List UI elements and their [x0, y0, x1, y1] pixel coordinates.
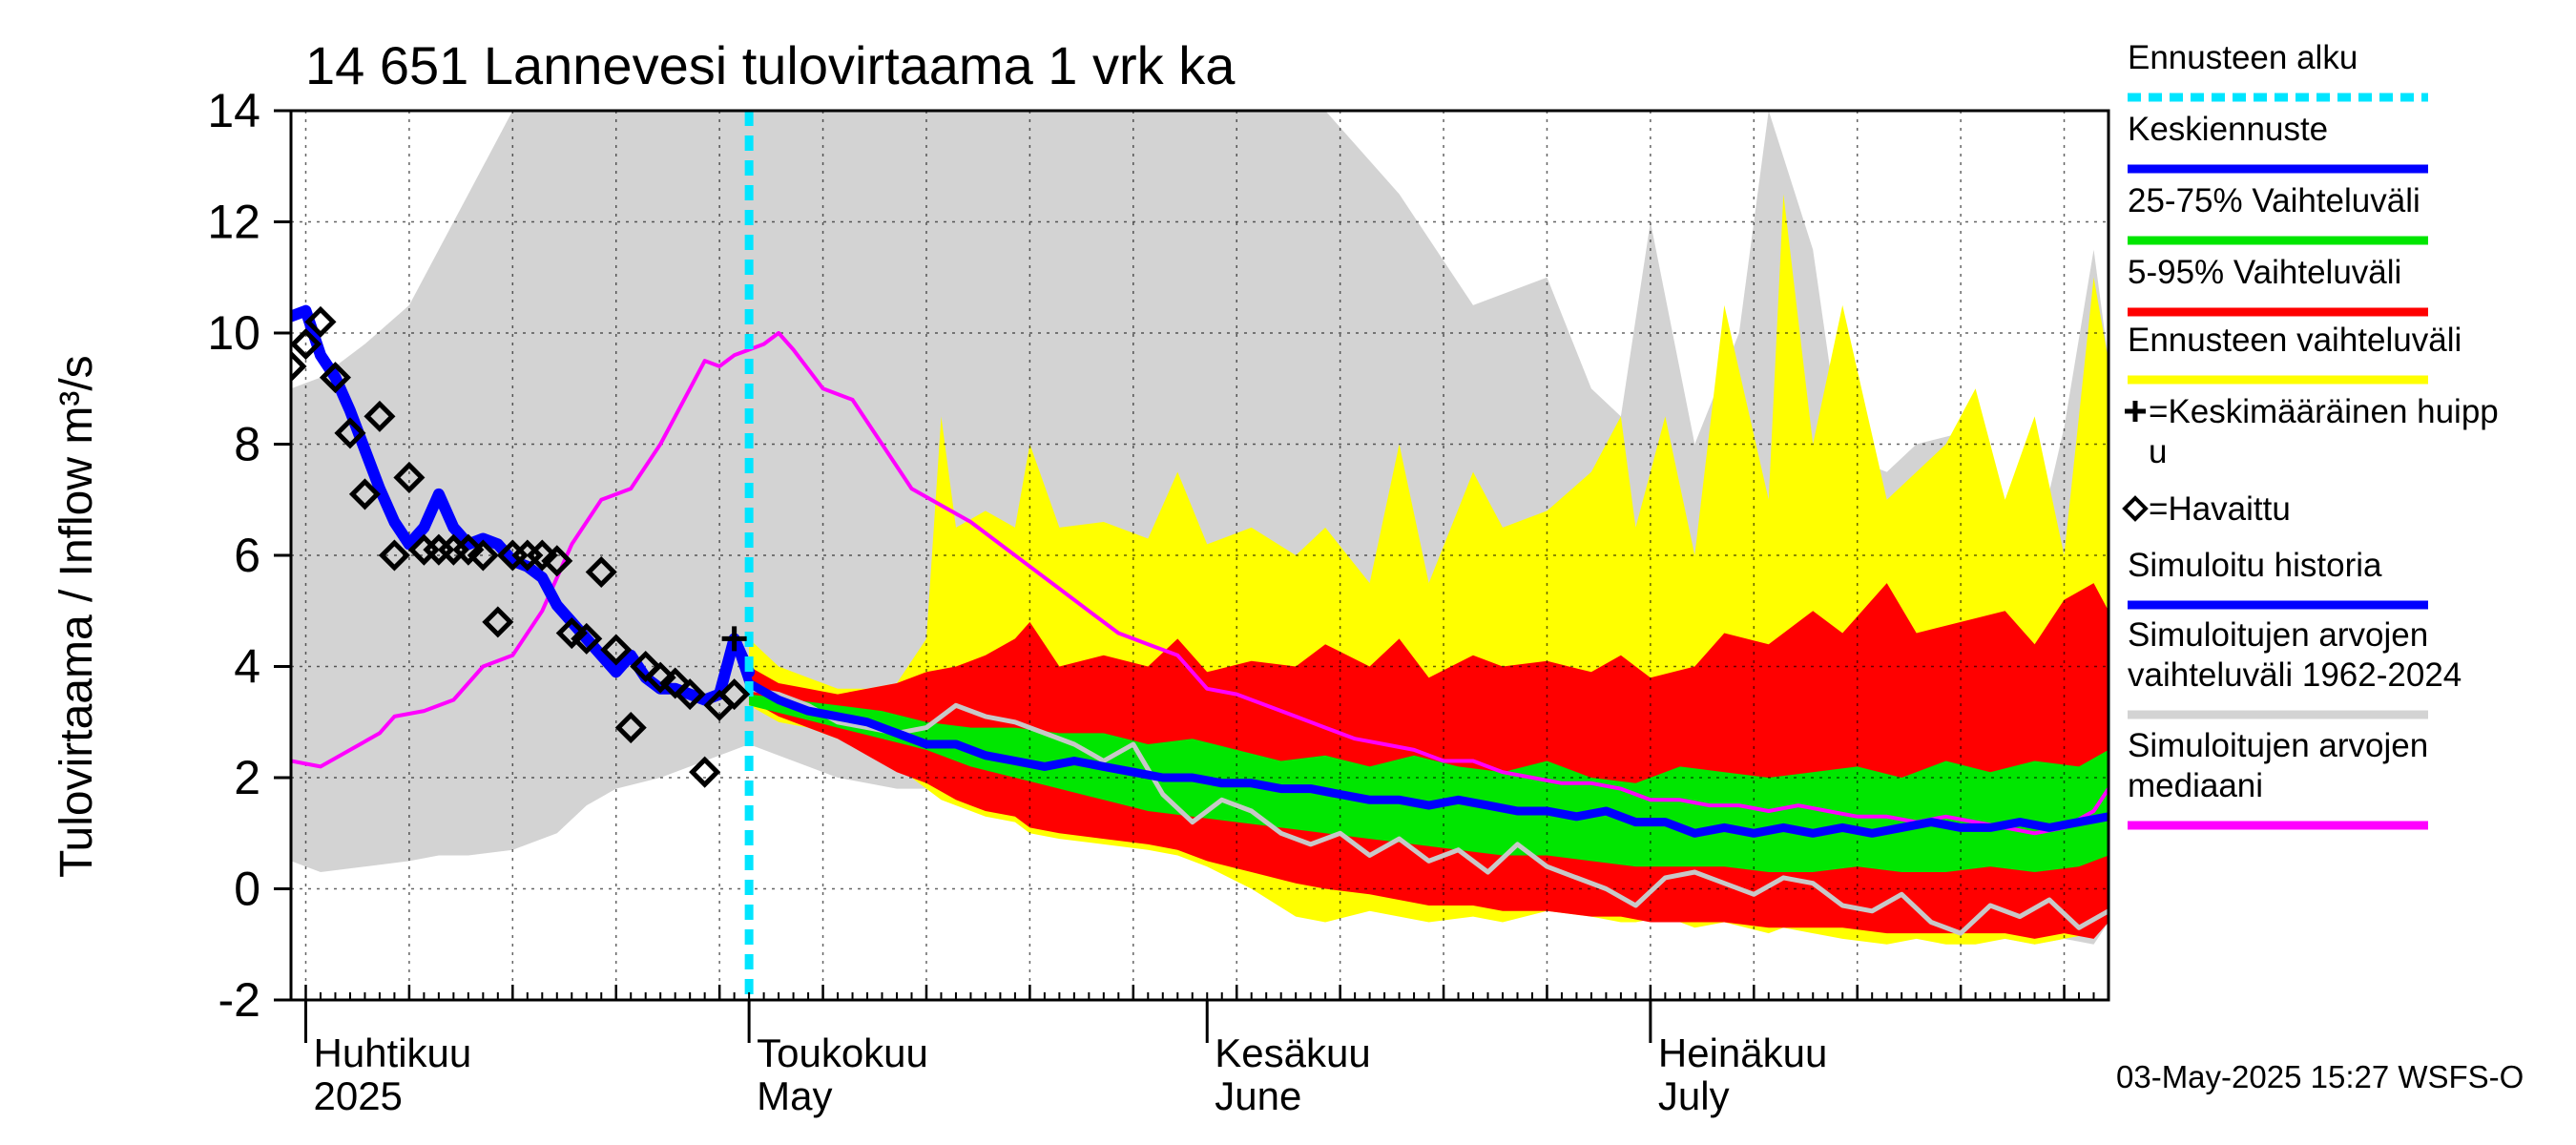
observed-point: [689, 756, 721, 788]
month-sublabel: June: [1215, 1073, 1301, 1118]
y-tick-label: 0: [234, 863, 260, 916]
observed-point: [600, 634, 633, 666]
observed-point: [674, 678, 706, 711]
legend-item: Keskiennuste: [2128, 111, 2428, 174]
legend-label: Simuloitujen arvojen: [2128, 616, 2428, 654]
observed-point: [571, 622, 603, 655]
observed-point: [467, 539, 499, 572]
month-label: Kesäkuu: [1215, 1030, 1370, 1075]
observed-point: [630, 650, 662, 683]
observed-point: [482, 606, 514, 638]
legend-item: 5-95% Vaihteluväli: [2128, 254, 2428, 317]
y-tick-label: 2: [234, 751, 260, 804]
month-sublabel: 2025: [313, 1073, 402, 1118]
month-sublabel: May: [757, 1073, 832, 1118]
observed-point: [378, 539, 410, 572]
month-label: Huhtikuu: [313, 1030, 471, 1075]
legend-label: u: [2149, 433, 2167, 470]
observed-point: [585, 555, 617, 589]
observed-point: [644, 661, 676, 694]
month-sublabel: July: [1658, 1073, 1730, 1118]
observed-point: [555, 617, 588, 650]
month-label: Heinäkuu: [1658, 1030, 1827, 1075]
legend-label: 5-95% Vaihteluväli: [2128, 254, 2401, 291]
observed-point: [718, 678, 751, 711]
month-label: Toukokuu: [757, 1030, 928, 1075]
median-line: [291, 331, 2109, 836]
mean-forecast-line: [730, 634, 2109, 838]
legend-label: mediaani: [2128, 767, 2263, 804]
grid: [291, 111, 2109, 1000]
y-tick-label: 8: [234, 418, 260, 471]
legend-label: Simuloitujen arvojen: [2128, 727, 2428, 764]
y-tick-label: 10: [207, 306, 260, 360]
plot-area: [291, 111, 2109, 1000]
grey-trace-line: [746, 686, 2109, 936]
legend-item: 25-75% Vaihteluväli: [2128, 182, 2428, 245]
observed-point: [291, 350, 307, 383]
legend-plus-icon: [2125, 401, 2146, 422]
average-peak-marker: [721, 626, 747, 652]
chart-title: 14 651 Lannevesi tulovirtaama 1 vrk ka: [305, 35, 1236, 95]
observed-point: [393, 461, 426, 493]
observed-point: [334, 417, 366, 449]
y-tick-label: -2: [218, 973, 260, 1027]
legend-diamond-icon: [2122, 495, 2149, 522]
observed-point: [526, 539, 558, 572]
legend-item: Simuloitu historia: [2128, 547, 2428, 610]
observed-point: [304, 305, 337, 338]
legend-label: vaihteluväli 1962-2024: [2128, 656, 2462, 694]
legend-label: 25-75% Vaihteluväli: [2128, 182, 2420, 219]
legend-item: =Havaittu: [2122, 490, 2291, 528]
y-tick-label: 6: [234, 529, 260, 582]
y-tick-label: 14: [207, 84, 260, 137]
observed-point: [659, 667, 692, 699]
observed-point: [614, 712, 647, 744]
footer-timestamp: 03-May-2025 15:27 WSFS-O: [2116, 1059, 2524, 1094]
y-tick-label: 4: [234, 640, 260, 694]
plot-clip-group: [291, 111, 2109, 1000]
legend-item: Ennusteen alku: [2128, 39, 2428, 102]
y-tick-label: 12: [207, 196, 260, 249]
observed-point: [364, 400, 396, 432]
legend-label: Keskiennuste: [2128, 111, 2328, 148]
observed-point: [319, 362, 351, 394]
legend-label: Ennusteen vaihteluväli: [2128, 322, 2462, 359]
legend-label: =Keskimääräinen huipp: [2149, 393, 2499, 430]
y-axis-label: Tulovirtaama / Inflow m³/s: [52, 355, 102, 878]
observed-point: [452, 533, 485, 566]
legend: Ennusteen alku Keskiennuste 25-75% Vaihtel…: [2122, 39, 2499, 830]
legend-label: Ennusteen alku: [2128, 39, 2358, 76]
observed-point: [291, 328, 322, 361]
legend-label: Simuloitu historia: [2128, 547, 2382, 584]
observed-point: [348, 478, 381, 510]
legend-item: Ennusteen vaihteluväli: [2128, 322, 2462, 385]
observed-point: [541, 545, 573, 577]
legend-label: =Havaittu: [2149, 490, 2291, 528]
